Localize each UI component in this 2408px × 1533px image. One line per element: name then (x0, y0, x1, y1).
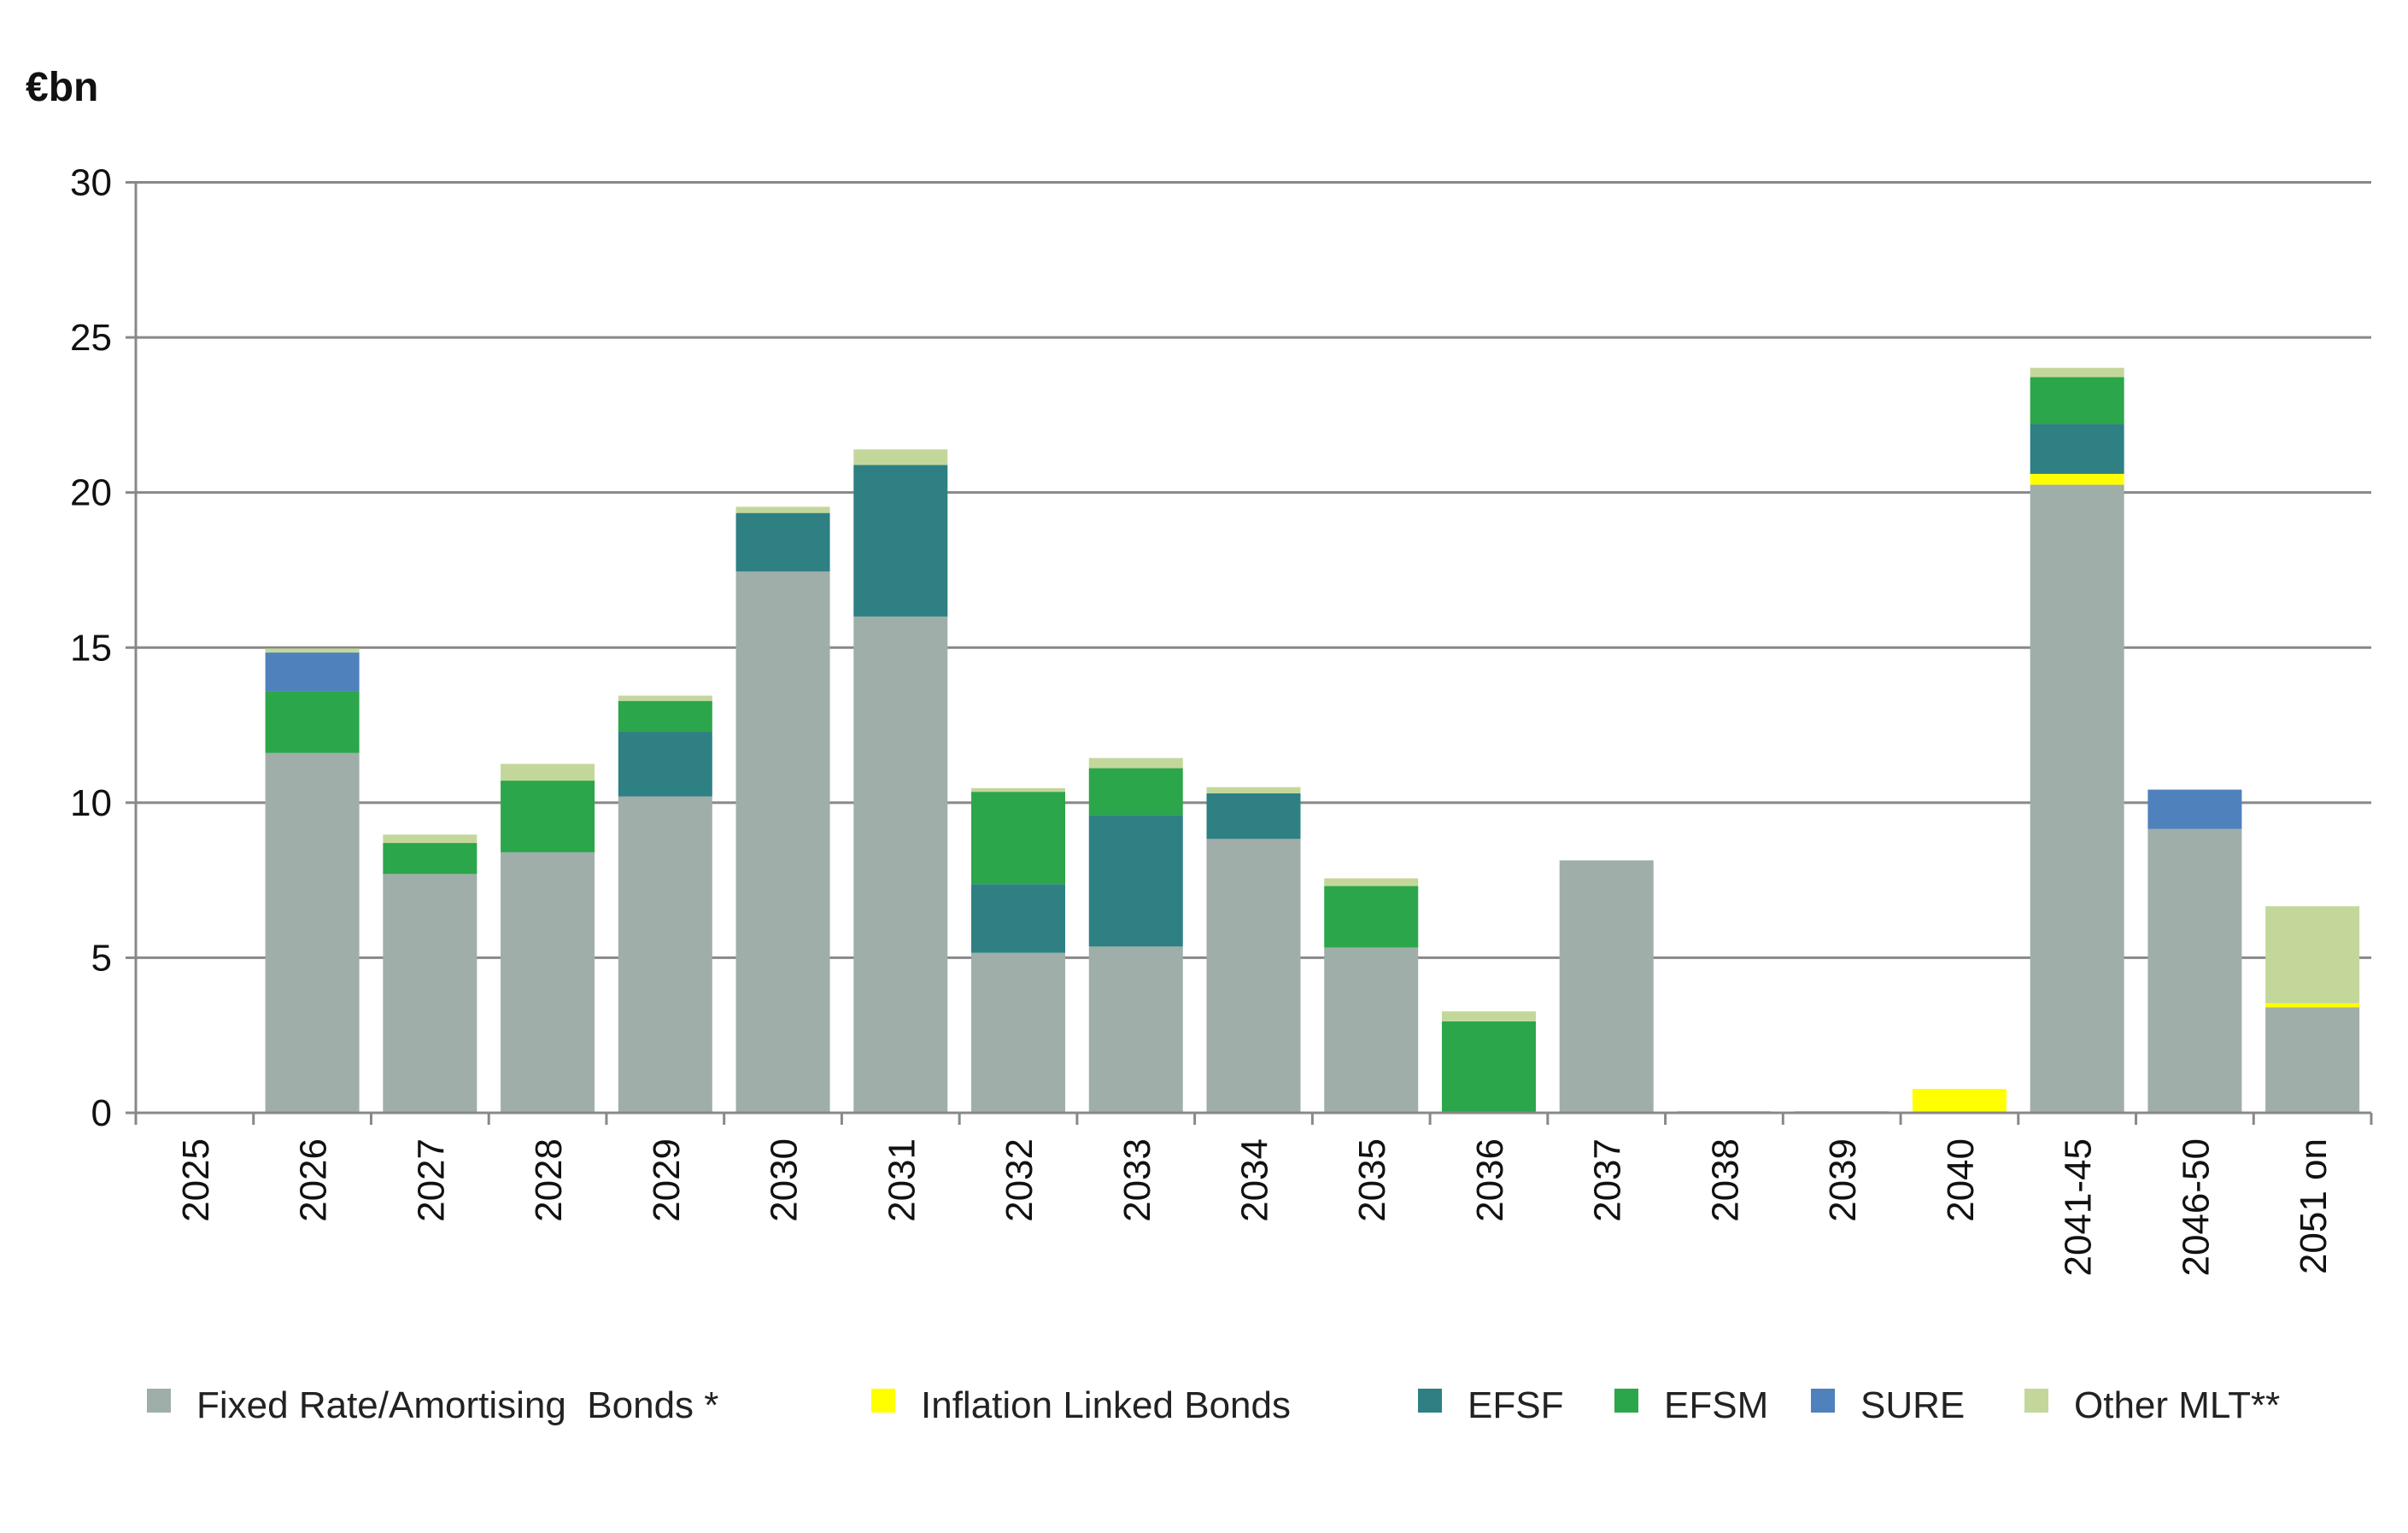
x-tick-label: 2037 (1587, 1138, 1629, 1222)
legend-label: EFSF (1468, 1384, 1563, 1426)
legend-swatch (1418, 1389, 1442, 1413)
x-tick-label: 2026 (293, 1138, 335, 1222)
x-tick-label: 2032 (999, 1138, 1040, 1222)
bar-segment (383, 834, 477, 844)
bar-segment (1324, 947, 1419, 1113)
bar-segment (2030, 424, 2124, 474)
bar-segment (2030, 484, 2124, 1113)
bar-segment (2265, 906, 2360, 1003)
x-tick-label: 2038 (1704, 1138, 1746, 1222)
bar-segment (1206, 839, 1301, 1113)
bar-segment (1206, 793, 1301, 840)
legend-swatch (1614, 1389, 1638, 1413)
bar-segment (853, 465, 948, 617)
bar-segment (501, 851, 595, 1113)
bar-segment (1088, 815, 1183, 947)
bars (265, 367, 2360, 1113)
bar-segment (383, 874, 477, 1113)
bar-segment (501, 781, 595, 852)
x-tick-label: 2036 (1469, 1138, 1511, 1222)
bar-segment (1559, 860, 1654, 1113)
bar-segment (2147, 789, 2242, 829)
bar-segment (265, 648, 360, 653)
bar-segment (735, 571, 830, 1113)
x-tick-label: 2034 (1234, 1138, 1276, 1222)
bar-segment (1088, 946, 1183, 1113)
legend-swatch (2024, 1389, 2048, 1413)
legend-label: SURE (1860, 1384, 1965, 1426)
legend-label: Inflation Linked Bonds (921, 1384, 1291, 1426)
y-tick-label: 20 (70, 472, 112, 514)
bar-segment (2147, 828, 2242, 1113)
y-tick-label: 0 (91, 1092, 112, 1134)
bar-segment (2030, 377, 2124, 424)
bar-segment (501, 764, 595, 781)
y-tick-label: 15 (70, 627, 112, 669)
y-tick-label: 25 (70, 317, 112, 359)
legend-label: EFSM (1664, 1384, 1768, 1426)
bar-segment (265, 752, 360, 1113)
legend-swatch (871, 1389, 895, 1413)
legend-swatch (147, 1389, 171, 1413)
y-axis-unit-label: €bn (26, 65, 98, 110)
bar-segment (383, 843, 477, 875)
x-tick-label: 2030 (764, 1138, 806, 1222)
bar-segment (2030, 367, 2124, 377)
x-tick-label: 2028 (528, 1138, 570, 1222)
bar-segment (735, 506, 830, 513)
y-tick-label: 30 (70, 162, 112, 204)
bar-segment (2265, 1007, 2360, 1113)
x-tick-label: 2039 (1822, 1138, 1864, 1222)
x-tick-label: 2033 (1116, 1138, 1158, 1222)
bar-segment (2030, 473, 2124, 485)
bar-segment (1324, 878, 1419, 886)
bar-segment (971, 792, 1066, 885)
bar-segment (618, 695, 712, 701)
bar-segment (1441, 1011, 1536, 1021)
bar-segment (1441, 1021, 1536, 1113)
bar-segment (618, 732, 712, 797)
bar-segment (1912, 1089, 2007, 1113)
bar-segment (853, 616, 948, 1113)
legend-swatch (1811, 1389, 1835, 1413)
bar-segment (1324, 886, 1419, 948)
bar-segment (971, 787, 1066, 793)
bar-segment (971, 952, 1066, 1113)
legend-label: Fixed Rate/Amortising Bonds * (196, 1384, 718, 1426)
bar-segment (618, 700, 712, 733)
x-tick-label: 2046-50 (2175, 1138, 2217, 1276)
x-tick-label: 2025 (175, 1138, 217, 1222)
legend: Fixed Rate/Amortising Bonds * Inflation L… (147, 1384, 2280, 1426)
y-tick-label: 5 (91, 937, 112, 979)
x-tick-label: 2029 (646, 1138, 688, 1222)
x-tick-label: 2051 on (2293, 1138, 2335, 1274)
bar-segment (265, 691, 360, 753)
bar-segment (853, 449, 948, 465)
x-tick-label: 2041-45 (2058, 1138, 2100, 1276)
bar-segment (265, 652, 360, 692)
bar-segment (2265, 1003, 2360, 1008)
x-tick-label: 2040 (1940, 1138, 1982, 1222)
y-tick-label: 10 (70, 782, 112, 824)
legend-label: Other MLT** (2074, 1384, 2280, 1426)
x-tick-label: 2027 (410, 1138, 452, 1222)
bar-segment (1088, 768, 1183, 816)
bar-segment (1088, 758, 1183, 769)
bar-segment (971, 884, 1066, 953)
bar-segment (735, 512, 830, 572)
bar-segment (618, 796, 712, 1113)
x-tick-label: 2031 (881, 1138, 923, 1222)
x-tick-label: 2035 (1351, 1138, 1393, 1222)
bar-segment (1206, 787, 1301, 793)
